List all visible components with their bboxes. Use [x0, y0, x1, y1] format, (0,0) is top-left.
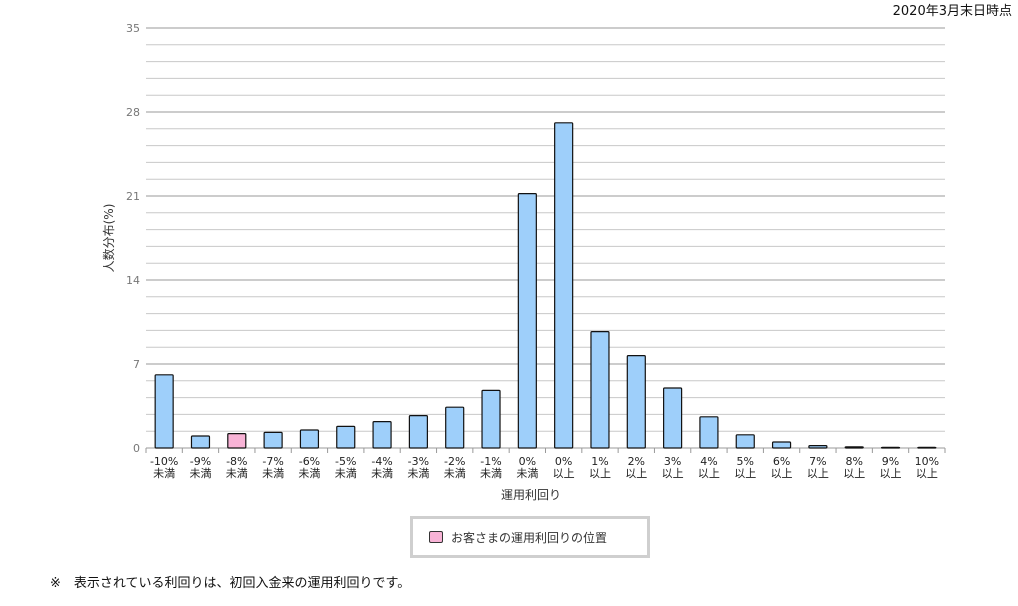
- legend-swatch-highlight: [429, 531, 443, 543]
- bar: [445, 406, 465, 449]
- footnote: ※ 表示されている利回りは、初回入金来の運用利回りです。: [50, 576, 411, 591]
- bar: [481, 389, 501, 449]
- x-tick-label: 未満: [407, 467, 429, 480]
- bar: [626, 355, 646, 449]
- y-axis-title: 人数分布(%): [101, 204, 116, 273]
- y-tick-label: 14: [126, 274, 140, 287]
- x-tick-label: 8%: [845, 455, 862, 468]
- x-tick-label: 6%: [773, 455, 790, 468]
- x-tick-label: 以上: [625, 467, 647, 480]
- x-tick-label: -6%: [299, 455, 320, 468]
- x-tick-label: 10%: [915, 455, 939, 468]
- x-tick-label: -1%: [480, 455, 501, 468]
- x-tick-label: 4%: [700, 455, 717, 468]
- x-tick-label: -8%: [226, 455, 247, 468]
- x-tick-label: 未満: [335, 467, 357, 480]
- x-tick-label: 9%: [882, 455, 899, 468]
- x-tick-label: 未満: [262, 467, 284, 480]
- bar: [154, 374, 174, 449]
- x-tick-label: -7%: [262, 455, 283, 468]
- y-axis-ticks: 0 7 14 21 28 35: [126, 22, 140, 455]
- bar: [299, 429, 320, 449]
- x-tick-label: 未満: [516, 467, 538, 480]
- bar: [590, 331, 610, 449]
- bar: [844, 446, 864, 449]
- x-tick-label: 以上: [880, 467, 902, 480]
- x-tick-label: 以上: [916, 467, 938, 480]
- x-tick-label: -10%: [150, 455, 178, 468]
- bar: [408, 415, 428, 449]
- bar: [699, 416, 719, 449]
- x-tick-label: 未満: [298, 467, 320, 480]
- x-axis-title: 運用利回り: [501, 488, 561, 502]
- x-tick-label: 未満: [371, 467, 393, 480]
- x-tick-label: 1%: [591, 455, 608, 468]
- y-tick-label: 35: [126, 22, 140, 35]
- x-tick-label: 以上: [807, 467, 829, 480]
- x-tick-label: 未満: [444, 467, 466, 480]
- x-tick-label: 以上: [734, 467, 756, 480]
- x-tick-label: 以上: [589, 467, 611, 480]
- bars: [154, 122, 937, 449]
- bar: [372, 421, 392, 449]
- bar: [917, 446, 937, 449]
- x-tick-label: 以上: [553, 467, 575, 480]
- y-tick-label: 0: [133, 442, 140, 455]
- legend: お客さまの運用利回りの位置: [410, 516, 650, 558]
- x-tick-label: 7%: [809, 455, 826, 468]
- x-tick-label: 以上: [843, 467, 865, 480]
- x-tick-label: 未満: [480, 467, 502, 480]
- x-tick-label: 未満: [189, 467, 211, 480]
- y-tick-label: 7: [133, 358, 140, 371]
- x-tick-label: -3%: [408, 455, 429, 468]
- bar: [663, 387, 683, 449]
- x-axis-ticks: -10%未満-9%未満-8%未満-7%未満-6%未満-5%未満-4%未満-3%未…: [145, 448, 946, 480]
- x-tick-label: 3%: [664, 455, 681, 468]
- x-tick-label: 以上: [771, 467, 793, 480]
- bar: [517, 193, 537, 449]
- x-tick-label: -2%: [444, 455, 465, 468]
- x-tick-label: 2%: [628, 455, 645, 468]
- bar: [190, 435, 211, 449]
- bar: [735, 434, 755, 449]
- bar: [336, 425, 356, 449]
- x-tick-label: 未満: [153, 467, 175, 480]
- as-of-date: 2020年3月末日時点: [892, 4, 1012, 19]
- grid-lines: [146, 27, 945, 449]
- x-tick-label: -4%: [371, 455, 392, 468]
- legend-label: お客さまの運用利回りの位置: [451, 530, 608, 545]
- y-tick-label: 21: [126, 190, 140, 203]
- x-tick-label: 0%: [519, 455, 536, 468]
- x-tick-label: 5%: [737, 455, 754, 468]
- x-tick-label: 以上: [698, 467, 720, 480]
- bar: [880, 446, 901, 449]
- x-tick-label: 0%: [555, 455, 572, 468]
- bar: [263, 431, 283, 449]
- y-tick-label: 28: [126, 106, 140, 119]
- x-tick-label: -9%: [190, 455, 211, 468]
- bar: [227, 433, 247, 449]
- x-tick-label: -5%: [335, 455, 356, 468]
- x-tick-label: 未満: [226, 467, 248, 480]
- x-tick-label: 以上: [662, 467, 684, 480]
- bar: [808, 445, 828, 449]
- bar: [771, 441, 792, 449]
- bar: [554, 122, 574, 449]
